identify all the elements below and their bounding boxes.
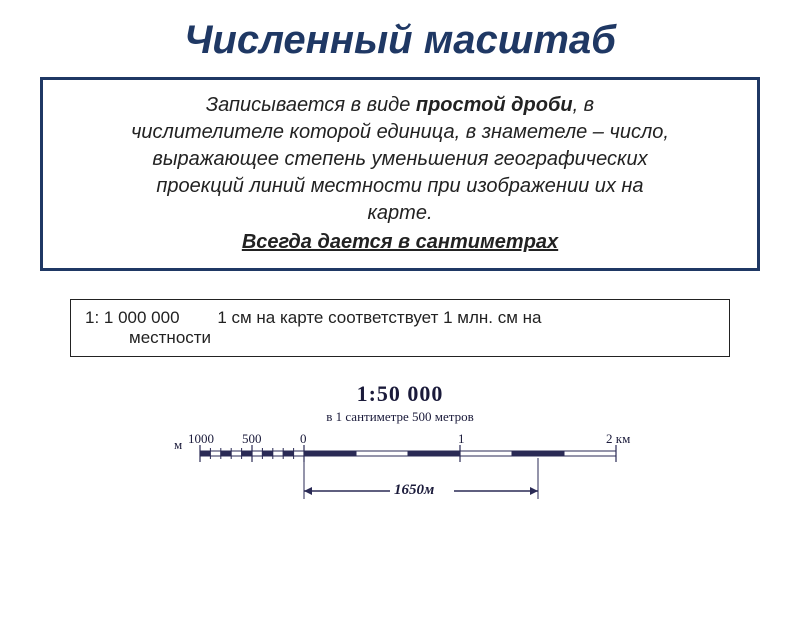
def-line2: числителителе которой единица, в знамете…: [131, 121, 669, 143]
tick-500: 500: [242, 431, 262, 447]
scalebar-left-unit: м: [174, 437, 182, 453]
page-title: Численный масштаб: [0, 18, 800, 63]
tick-1km: 1: [458, 431, 465, 447]
example-box: 1: 1 000 000 1 см на карте соответствует…: [70, 299, 730, 357]
def-line1-pre: Записывается в виде: [206, 94, 416, 116]
def-line5: карте.: [367, 202, 432, 224]
definition-box: Записывается в виде простой дроби, в чис…: [40, 77, 760, 271]
def-last: Всегда дается в сантиметрах: [61, 229, 739, 256]
example-row1: 1: 1 000 000 1 см на карте соответствует…: [85, 308, 715, 328]
scalebar-diagram: 1:50 000 в 1 сантиметре 500 метров м 100…: [140, 381, 660, 531]
tick-0: 0: [300, 431, 307, 447]
bracket-label: 1650м: [394, 482, 434, 499]
tick-1000: 1000: [188, 431, 214, 447]
tick-2km: 2 км: [606, 431, 630, 447]
scalebar-ratio: 1:50 000: [140, 381, 660, 407]
def-line4: проекций линий местности при изображении…: [156, 175, 643, 197]
def-line3: выражающее степень уменьшения географиче…: [152, 148, 647, 170]
def-line1-bi: простой дроби: [416, 94, 573, 116]
def-line1-post: , в: [573, 94, 595, 116]
scalebar-subtitle: в 1 сантиметре 500 метров: [140, 409, 660, 425]
example-row2: местности: [129, 328, 715, 348]
